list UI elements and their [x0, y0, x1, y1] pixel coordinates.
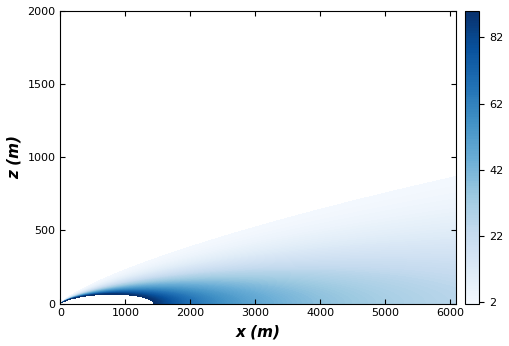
X-axis label: x (m): x (m) — [236, 324, 280, 339]
Y-axis label: z (m): z (m) — [7, 135, 22, 179]
